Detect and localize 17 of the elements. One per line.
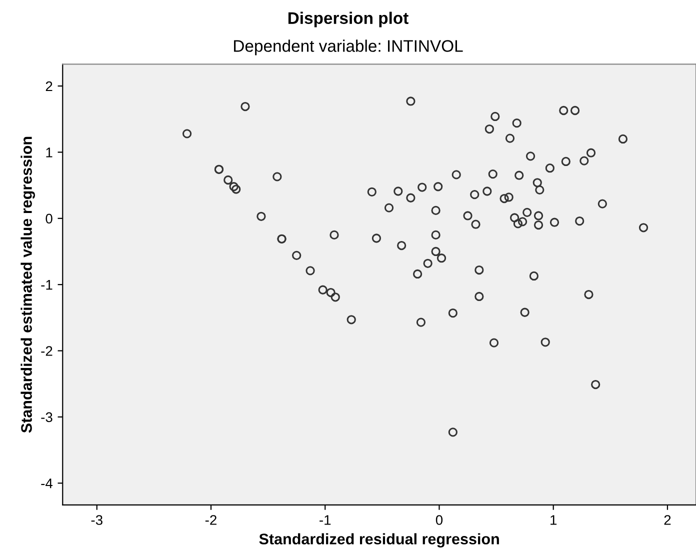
x-tick-label: 0 (436, 515, 443, 525)
y-tick-label: 1 (46, 148, 52, 158)
y-tick-label: -3 (41, 412, 52, 422)
y-axis-title: Standardized estimated value regression (20, 136, 36, 433)
y-tick-label: -4 (41, 478, 53, 488)
x-tick-label: -2 (205, 515, 216, 525)
x-axis-title: Standardized residual regression (259, 533, 499, 548)
y-tick-label: -1 (41, 280, 52, 290)
y-tick-label: 2 (46, 81, 52, 92)
x-tick-label: 2 (664, 515, 671, 525)
x-tick-label: -3 (91, 515, 102, 525)
chart-title: Dispersion plot (288, 12, 408, 28)
y-tick-label: 0 (46, 214, 52, 224)
chart-subtitle: Dependent variable: INTINVOL (234, 40, 463, 56)
y-tick-label: -2 (41, 346, 52, 356)
x-tick-label: -1 (320, 515, 331, 525)
x-tick-label: 1 (550, 515, 557, 525)
